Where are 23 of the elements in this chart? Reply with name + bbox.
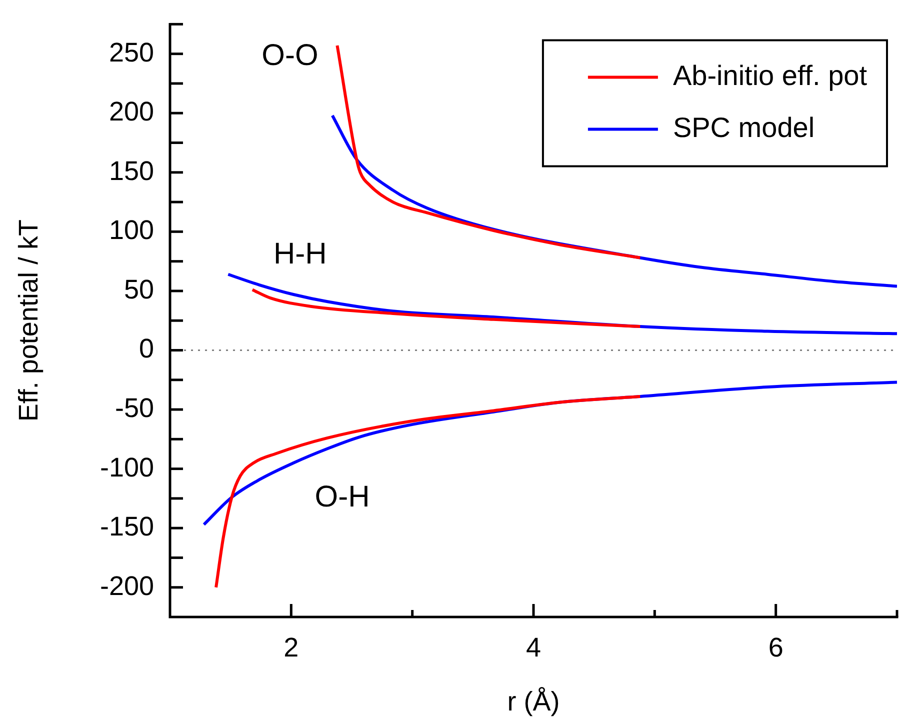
annotation: H-H [273,238,327,271]
y-tick-label: 250 [108,37,154,68]
y-axis-title: Eff. potential / kT [14,220,44,422]
y-tick-label: -200 [100,570,154,601]
y-tick-label: 100 [108,215,154,246]
x-tick-label: 6 [768,632,784,663]
y-tick-label: -150 [100,512,154,542]
y-tick-label: 150 [108,156,154,186]
y-tick-label: 200 [108,96,154,127]
line-series [250,288,642,328]
y-tick-label: 0 [138,334,154,364]
x-axis-title: r (Å) [507,686,560,716]
y-tick-label: 50 [124,274,154,304]
annotation: O-H [314,480,370,514]
legend-label: Ab-initio eff. pot [672,60,868,91]
line-series [214,394,642,589]
x-tick-label: 4 [526,632,542,663]
annotation: O-O [262,39,318,72]
line-series [336,44,642,260]
legend-label: SPC model [672,112,815,143]
y-tick-label: -100 [100,452,154,482]
x-tick-label: 2 [284,632,299,663]
y-tick-label: -50 [114,392,154,423]
